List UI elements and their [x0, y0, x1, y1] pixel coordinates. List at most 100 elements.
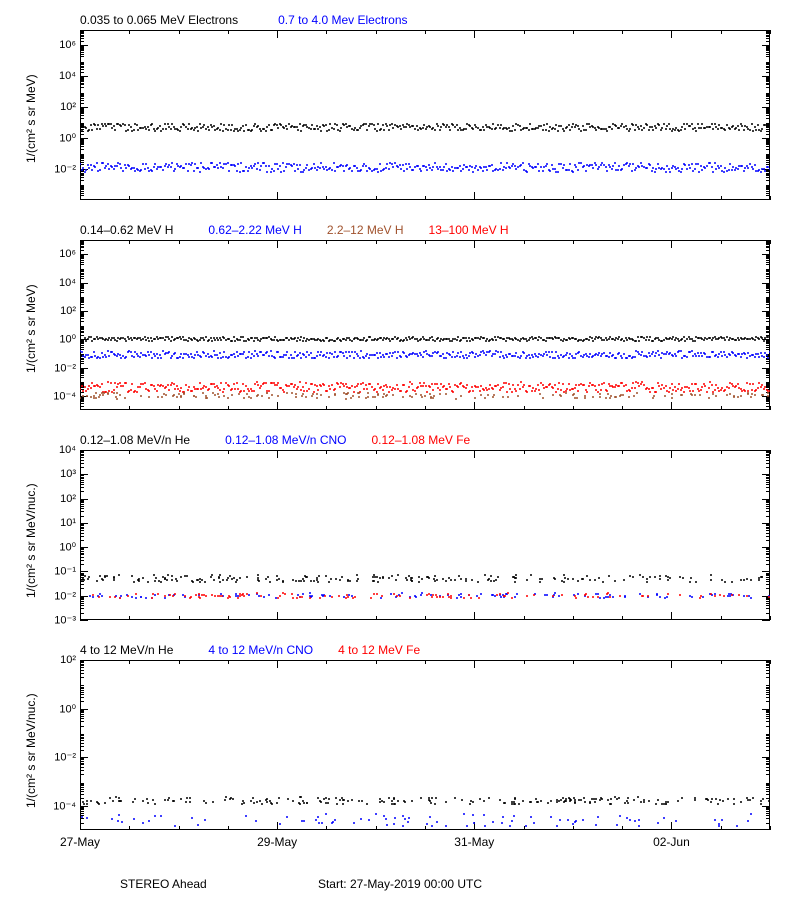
data-point [646, 581, 648, 583]
data-point [508, 383, 510, 385]
data-point [743, 170, 745, 172]
data-point [472, 339, 474, 341]
data-point [546, 123, 548, 125]
data-point [195, 594, 197, 596]
data-point [442, 578, 444, 580]
data-point [440, 355, 442, 357]
data-point [383, 356, 385, 358]
data-point [305, 167, 307, 169]
data-point [737, 396, 739, 398]
data-point [191, 339, 193, 341]
data-point [668, 123, 670, 125]
data-point [107, 381, 109, 383]
data-point [568, 169, 570, 171]
data-point [431, 336, 433, 338]
data-point [554, 384, 556, 386]
data-point [439, 166, 441, 168]
data-point [90, 800, 92, 802]
data-point [99, 169, 101, 171]
data-point [552, 595, 554, 597]
data-point [328, 129, 330, 131]
data-point [377, 581, 379, 583]
data-point [634, 129, 636, 131]
data-point [733, 798, 735, 800]
data-point [316, 169, 318, 171]
data-point [383, 129, 385, 131]
data-point [85, 390, 87, 392]
data-point [219, 389, 221, 391]
data-point [260, 385, 262, 387]
data-point [450, 597, 452, 599]
data-point [719, 594, 721, 596]
data-point [447, 593, 449, 595]
data-point [257, 384, 259, 386]
data-point [457, 129, 459, 131]
data-point [419, 382, 421, 384]
data-point [754, 356, 756, 358]
data-point [539, 581, 541, 583]
legend-item: 4 to 12 MeV Fe [338, 643, 420, 657]
data-point [434, 340, 436, 342]
data-point [245, 166, 247, 168]
data-point [500, 351, 502, 353]
data-point [688, 164, 690, 166]
data-point [391, 800, 393, 802]
data-point [297, 386, 299, 388]
data-point [592, 167, 594, 169]
data-point [102, 125, 104, 127]
data-point [709, 126, 711, 128]
data-point [291, 392, 293, 394]
data-point [276, 384, 278, 386]
data-point [598, 166, 600, 168]
data-point [492, 388, 494, 390]
data-point [558, 595, 560, 597]
data-point [292, 800, 294, 802]
data-point [91, 356, 93, 358]
data-point [720, 165, 722, 167]
data-point [588, 339, 590, 341]
data-point [555, 391, 557, 393]
data-point [704, 167, 706, 169]
data-point [320, 162, 322, 164]
data-point [468, 337, 470, 339]
data-point [193, 357, 195, 359]
data-point [472, 171, 474, 173]
data-point [84, 356, 86, 358]
data-point [400, 390, 402, 392]
data-point [393, 798, 395, 800]
data-point [152, 593, 154, 595]
data-point [640, 125, 642, 127]
data-point [499, 593, 501, 595]
ytick-label: 10³ [60, 468, 80, 480]
data-point [187, 128, 189, 130]
data-point [674, 386, 676, 388]
data-point [480, 394, 482, 396]
data-point [151, 170, 153, 172]
data-point [415, 393, 417, 395]
data-point [605, 397, 607, 399]
data-point [640, 801, 642, 803]
ytick-label: 10⁴ [59, 277, 80, 289]
xtick-mark [770, 616, 771, 620]
data-point [97, 124, 99, 126]
data-point [276, 163, 278, 165]
data-point [211, 340, 213, 342]
data-point [537, 356, 539, 358]
data-point [497, 124, 499, 126]
ytick-mark [80, 620, 88, 621]
data-point [694, 127, 696, 129]
data-point [660, 388, 662, 390]
data-point [99, 128, 101, 130]
data-point [203, 339, 205, 341]
data-point [672, 389, 674, 391]
data-point [160, 581, 162, 583]
data-point [382, 389, 384, 391]
data-point [712, 393, 714, 395]
data-point [460, 578, 462, 580]
data-point [431, 169, 433, 171]
data-point [715, 168, 717, 170]
data-point [499, 356, 501, 358]
xtick-mark [770, 240, 771, 244]
data-point [125, 167, 127, 169]
data-point [265, 130, 267, 132]
